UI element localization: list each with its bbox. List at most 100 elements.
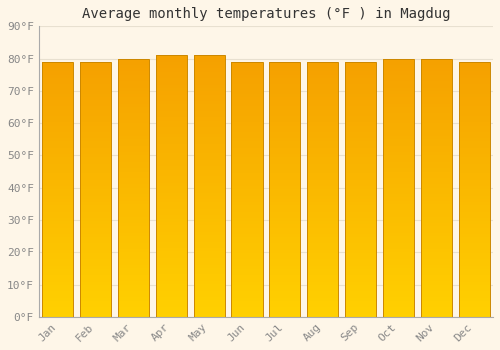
Bar [383,294,414,297]
Bar [118,149,149,152]
Bar [383,262,414,265]
Bar [270,218,300,221]
Bar [421,307,452,310]
Bar [383,97,414,100]
Bar [421,162,452,165]
Bar [42,279,74,282]
Bar [118,230,149,233]
Bar [156,232,187,235]
Bar [307,224,338,228]
Bar [80,87,111,91]
Bar [345,224,376,228]
Bar [421,172,452,175]
Bar [307,180,338,183]
Bar [194,225,224,229]
Bar [80,218,111,221]
Bar [118,310,149,314]
Bar [383,152,414,155]
Bar [383,291,414,294]
Bar [42,202,74,205]
Bar [345,189,376,193]
Bar [194,186,224,189]
Bar [345,294,376,298]
Bar [270,113,300,116]
Bar [80,212,111,215]
Bar [194,137,224,140]
Bar [421,94,452,97]
Bar [421,58,452,317]
Bar [194,167,224,170]
Bar [307,126,338,129]
Bar [80,234,111,237]
Bar [80,78,111,81]
Bar [156,147,187,150]
Bar [307,110,338,113]
Bar [383,146,414,149]
Bar [156,134,187,137]
Bar [156,268,187,271]
Bar [232,186,262,189]
Bar [270,158,300,161]
Bar [383,252,414,256]
Bar [307,97,338,100]
Bar [118,188,149,191]
Bar [118,307,149,310]
Bar [194,173,224,176]
Bar [118,275,149,278]
Bar [232,310,262,314]
Bar [118,220,149,223]
Bar [345,301,376,304]
Bar [458,173,490,176]
Bar [118,71,149,75]
Bar [307,231,338,234]
Bar [42,78,74,81]
Bar [270,247,300,250]
Bar [270,253,300,256]
Bar [345,158,376,161]
Bar [307,65,338,68]
Bar [307,91,338,94]
Bar [345,148,376,151]
Bar [307,62,338,317]
Bar [80,103,111,106]
Bar [118,243,149,246]
Bar [156,114,187,118]
Bar [345,262,376,266]
Bar [421,88,452,91]
Bar [232,84,262,87]
Bar [194,82,224,85]
Bar [156,94,187,98]
Bar [232,132,262,135]
Bar [270,294,300,298]
Bar [307,253,338,256]
Bar [307,304,338,307]
Bar [80,151,111,154]
Bar [345,65,376,68]
Bar [118,268,149,272]
Bar [383,278,414,281]
Bar [383,207,414,210]
Bar [270,282,300,285]
Bar [307,87,338,91]
Bar [270,81,300,84]
Bar [42,256,74,259]
Bar [383,285,414,288]
Bar [421,265,452,268]
Bar [156,127,187,131]
Bar [118,68,149,71]
Bar [118,285,149,288]
Bar [118,278,149,281]
Bar [270,221,300,224]
Bar [80,282,111,285]
Bar [80,237,111,240]
Bar [42,240,74,244]
Bar [118,81,149,84]
Bar [458,218,490,221]
Bar [118,175,149,178]
Bar [383,142,414,146]
Bar [345,186,376,189]
Bar [42,126,74,129]
Bar [118,62,149,65]
Bar [118,78,149,81]
Bar [232,272,262,275]
